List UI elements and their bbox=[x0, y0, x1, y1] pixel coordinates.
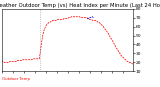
Text: Milwaukee Weather Outdoor Temp (vs) Heat Index per Minute (Last 24 Hours): Milwaukee Weather Outdoor Temp (vs) Heat… bbox=[0, 3, 160, 8]
Text: Outdoor Temp: Outdoor Temp bbox=[2, 77, 30, 81]
